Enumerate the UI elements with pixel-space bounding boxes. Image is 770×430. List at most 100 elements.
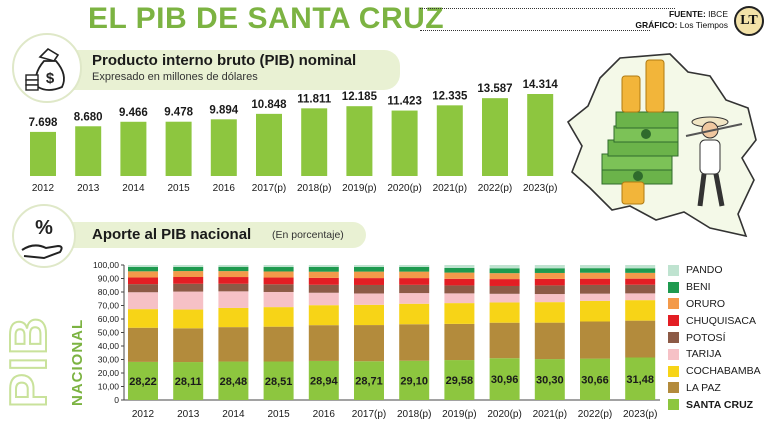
segment-la-paz-2012: [128, 327, 158, 362]
legend-swatch: [668, 281, 679, 293]
gdp-bar-2021(p): [436, 105, 463, 176]
gdp-value-label-2018(p): 11.811: [297, 93, 332, 105]
legend-item-tarija: TARIJA: [668, 346, 768, 363]
segment-oruro-2023(p): [625, 272, 656, 279]
segment-beni-2013: [173, 266, 204, 272]
gdp-bar-2014: [120, 121, 147, 176]
share-year-label-2014: 2014: [222, 409, 245, 420]
segment-la-paz-2019(p): [444, 323, 475, 361]
segment-cochabamba-2021(p): [534, 302, 565, 323]
segment-chuquisaca-2018(p): [399, 278, 430, 285]
segment-pando-2019(p): [444, 265, 475, 268]
money-bag-icon: $: [25, 47, 65, 91]
gdp-value-label-2013: 8.680: [74, 111, 103, 123]
money-bag-icon-badge: $: [12, 33, 82, 103]
santa-cruz-value-2016: 28,94: [310, 375, 338, 387]
segment-beni-2023(p): [625, 268, 656, 273]
segment-cochabamba-2017(p): [354, 304, 384, 326]
segment-pando-2020(p): [489, 265, 520, 269]
segment-tarija-2012: [128, 292, 158, 310]
segment-chuquisaca-2014: [218, 277, 249, 284]
segment-oruro-2014: [218, 271, 249, 278]
segment-chuquisaca-2013: [173, 277, 204, 284]
segment-potosí-2016: [308, 284, 339, 293]
legend-swatch: [668, 315, 679, 327]
gdp-bar-2020(p): [391, 110, 418, 176]
segment-tarija-2015: [263, 291, 294, 308]
santa-cruz-value-2023(p): 31,48: [626, 374, 654, 386]
segment-oruro-2016: [308, 271, 339, 278]
gdp-bar-2023(p): [527, 94, 554, 176]
legend-swatch: [668, 382, 679, 394]
segment-cochabamba-2019(p): [444, 303, 475, 324]
source-line: FUENTE: IBCE: [600, 9, 728, 20]
segment-cochabamba-2018(p): [399, 303, 430, 325]
legend-item-santa-cruz: SANTA CRUZ: [668, 396, 768, 413]
segment-cochabamba-2022(p): [580, 300, 610, 322]
segment-beni-2021(p): [534, 268, 565, 273]
santa-cruz-value-2013: 28,11: [175, 376, 202, 388]
gdp-year-label-2013: 2013: [77, 183, 100, 194]
gdp-value-label-2020(p): 11.423: [387, 96, 422, 108]
share-year-label-2020(p): 2020(p): [487, 409, 521, 420]
gdp-value-label-2021(p): 12.335: [432, 90, 468, 102]
legend-label: BENI: [686, 281, 711, 294]
y-tick-label-10: 100,00: [93, 260, 119, 270]
segment-santa-cruz-2012: [128, 361, 158, 400]
gdp-year-label-2017(p): 2017(p): [252, 183, 286, 194]
share-year-label-2017(p): 2017(p): [352, 409, 386, 420]
legend-label: TARIJA: [686, 348, 722, 361]
segment-tarija-2014: [218, 291, 249, 308]
segment-oruro-2012: [128, 271, 158, 278]
legend-label: ORURO: [686, 297, 726, 310]
legend-label: CHUQUISACA: [686, 314, 757, 327]
farmer-figure-icon: [685, 116, 743, 207]
segment-beni-2016: [308, 266, 339, 272]
y-tick-label-2: 20,00: [98, 368, 120, 378]
segment-pando-2022(p): [580, 265, 610, 269]
segment-potosí-2013: [173, 283, 204, 292]
share-year-label-2016: 2016: [313, 409, 336, 420]
segment-beni-2017(p): [354, 266, 384, 272]
share-year-label-2018(p): 2018(p): [397, 409, 431, 420]
segment-oruro-2021(p): [534, 272, 565, 279]
segment-santa-cruz-2021(p): [534, 359, 565, 400]
legend-label: PANDO: [686, 264, 723, 277]
segment-potosí-2023(p): [625, 284, 656, 294]
percent-hand-icon-badge: %: [12, 204, 76, 268]
segment-la-paz-2020(p): [489, 322, 520, 359]
graphic-value: Los Tiempos: [679, 20, 728, 30]
gdp-year-label-2018(p): 2018(p): [297, 183, 331, 194]
section2-header-band: [48, 222, 366, 248]
segment-tarija-2018(p): [399, 293, 430, 304]
segment-chuquisaca-2017(p): [354, 278, 384, 285]
segment-la-paz-2013: [173, 328, 204, 363]
segment-la-paz-2018(p): [399, 324, 430, 361]
santa-cruz-value-2015: 28,51: [265, 376, 293, 388]
segment-beni-2022(p): [580, 268, 610, 273]
segment-oruro-2015: [263, 271, 294, 278]
pib-side-text: PIB: [2, 315, 52, 408]
santa-cruz-value-2018(p): 29,10: [400, 375, 428, 387]
legend-swatch: [668, 348, 679, 360]
gdp-bar-2017(p): [256, 113, 282, 176]
segment-cochabamba-2023(p): [625, 300, 656, 321]
segment-la-paz-2017(p): [354, 325, 384, 362]
segment-oruro-2013: [173, 271, 204, 278]
santa-cruz-value-2012: 28,22: [129, 376, 157, 388]
santa-cruz-value-2014: 28,48: [220, 376, 248, 388]
gdp-bar-2015: [165, 121, 192, 176]
share-year-label-2013: 2013: [177, 409, 200, 420]
legend-swatch: [668, 298, 679, 310]
segment-santa-cruz-2016: [308, 360, 339, 400]
segment-tarija-2023(p): [625, 293, 656, 301]
segment-tarija-2021(p): [534, 294, 565, 303]
legend-item-chuquisaca: CHUQUISACA: [668, 312, 768, 329]
legend-item-beni: BENI: [668, 279, 768, 296]
segment-chuquisaca-2022(p): [580, 278, 610, 285]
segment-cochabamba-2015: [263, 307, 294, 327]
segment-santa-cruz-2014: [218, 361, 249, 400]
segment-cochabamba-2013: [173, 309, 204, 329]
segment-potosí-2021(p): [534, 285, 565, 295]
